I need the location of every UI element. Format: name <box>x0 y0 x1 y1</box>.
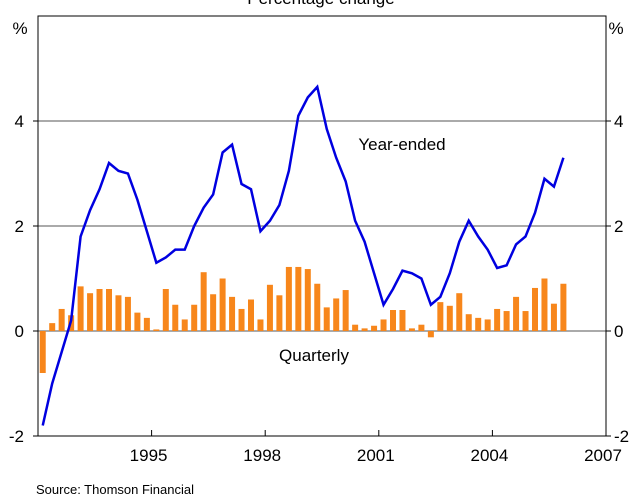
bar <box>418 324 425 331</box>
chart-title: Percentage change <box>247 0 394 8</box>
y-tick-label: 2 <box>15 217 24 236</box>
bar <box>532 287 538 331</box>
annotation: Year-ended <box>358 135 445 154</box>
bar <box>172 304 179 331</box>
bar <box>58 308 65 331</box>
bar <box>427 331 434 338</box>
bar <box>143 317 150 331</box>
bar <box>314 283 321 331</box>
bar <box>408 328 415 331</box>
bar <box>285 266 292 331</box>
bar <box>380 319 387 331</box>
bar <box>352 324 359 331</box>
bar <box>390 310 396 331</box>
bar <box>361 328 368 331</box>
x-tick-label: 1998 <box>243 446 281 465</box>
bar <box>153 329 160 331</box>
bar <box>484 319 491 331</box>
bar <box>295 266 302 331</box>
y2-tick-label: 0 <box>614 322 623 341</box>
bar <box>96 289 103 331</box>
bar <box>106 289 112 331</box>
annotation: Quarterly <box>279 346 349 365</box>
bar <box>115 295 122 331</box>
plot-frame <box>37 15 607 437</box>
bar <box>200 272 207 331</box>
bar <box>522 311 529 331</box>
bar <box>541 278 548 331</box>
bar <box>49 323 56 331</box>
bar <box>513 296 520 331</box>
bar <box>276 295 283 331</box>
bar <box>134 312 141 331</box>
source-note: Source: Thomson Financial <box>36 482 194 497</box>
bar <box>399 310 406 331</box>
y-label-right: % <box>608 19 623 38</box>
bar <box>210 294 217 331</box>
bar <box>475 317 482 331</box>
bar <box>219 278 226 331</box>
bar <box>248 299 254 331</box>
bar <box>77 286 84 331</box>
bar <box>87 293 94 331</box>
line <box>41 84 565 426</box>
bar <box>465 314 472 331</box>
bar <box>238 308 245 331</box>
y2-tick-label: 4 <box>614 112 623 131</box>
bar <box>257 319 264 331</box>
y-label-left: % <box>12 19 27 38</box>
y2-tick-label: -2 <box>614 427 629 446</box>
bar <box>181 319 188 331</box>
bar <box>304 269 311 331</box>
y2-tick-label: 2 <box>614 217 623 236</box>
bar <box>503 311 510 331</box>
bar <box>560 283 567 331</box>
bar <box>333 298 340 331</box>
x-tick-label: 2001 <box>357 446 395 465</box>
x-tick-label: 1995 <box>130 446 168 465</box>
bar <box>124 296 131 331</box>
y-tick-label: 4 <box>15 112 24 131</box>
y-tick-label: -2 <box>9 427 24 446</box>
bar <box>494 308 501 331</box>
bar <box>342 290 349 331</box>
x-tick-label: 2004 <box>470 446 508 465</box>
bar <box>371 325 378 331</box>
bar <box>39 331 46 373</box>
bar <box>446 305 453 331</box>
bar <box>266 284 273 331</box>
bar <box>229 296 236 331</box>
bar <box>550 303 557 331</box>
bar <box>323 307 330 331</box>
x-tick-label: 2007 <box>584 446 622 465</box>
y-tick-label: 0 <box>15 322 24 341</box>
bar <box>162 289 169 331</box>
bar <box>437 302 444 331</box>
bar <box>456 293 463 331</box>
bar <box>191 304 198 331</box>
